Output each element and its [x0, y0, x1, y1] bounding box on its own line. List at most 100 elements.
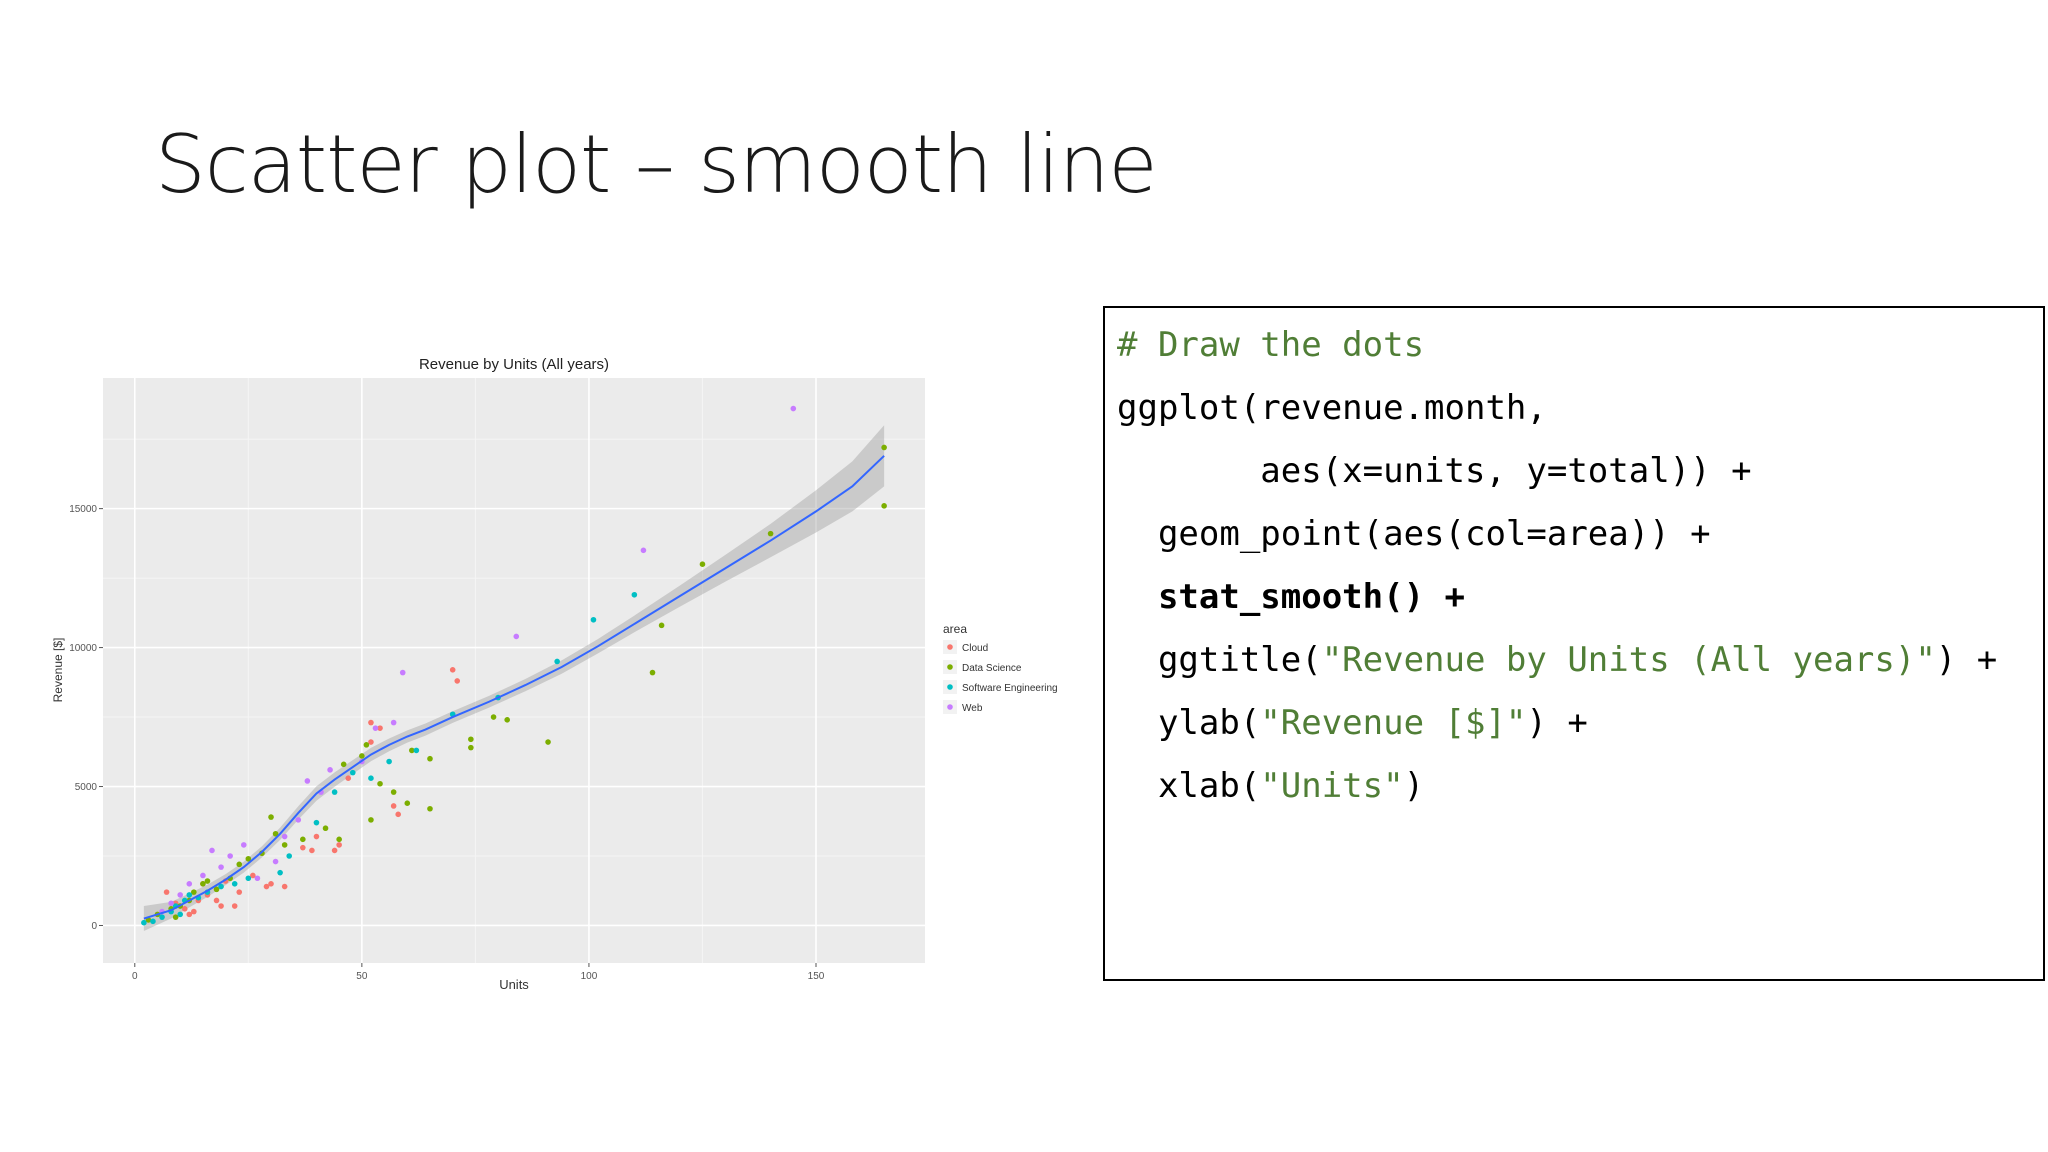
data-point: [790, 405, 797, 412]
code-string: "Units": [1260, 766, 1404, 806]
data-point: [150, 918, 156, 925]
legend-swatch: [947, 644, 953, 650]
data-point: [204, 878, 211, 884]
data-point: [191, 908, 197, 915]
data-point: [322, 825, 329, 832]
data-point: [377, 780, 383, 787]
data-point: [141, 919, 147, 926]
data-point: [386, 758, 392, 765]
smooth-line: [143, 455, 885, 920]
data-point: [336, 836, 342, 843]
legend-title: area: [943, 622, 967, 636]
axis-ticks: 0 50 100 150 0 5000 10000 15000: [69, 504, 825, 982]
code-token: ggplot(revenue.month,: [1117, 388, 1547, 428]
data-point: [236, 889, 243, 895]
code-token: aes(x=units, y=total)) +: [1117, 451, 1752, 491]
data-point: [468, 736, 474, 743]
data-point: [277, 869, 283, 876]
y-axis-label: Revenue [$]: [51, 638, 65, 703]
code-string: "Revenue by Units (All years)": [1321, 640, 1936, 680]
data-point: [172, 914, 179, 920]
chart-title: Revenue by Units (All years): [419, 356, 609, 373]
data-point: [413, 747, 420, 754]
code-token: ): [1403, 766, 1425, 806]
code-line: stat_smooth() +: [1117, 566, 2031, 629]
data-point: [454, 678, 461, 684]
y-tick-label: 10000: [69, 643, 97, 654]
data-point: [268, 814, 274, 820]
data-point: [236, 861, 243, 868]
data-point: [390, 789, 397, 795]
code-token: ) +: [1526, 703, 1588, 743]
data-point: [649, 669, 656, 676]
x-tick-label: 0: [132, 971, 138, 982]
data-point: [272, 858, 279, 865]
code-token: geom_point(aes(col=area)) +: [1117, 514, 1711, 554]
chart-svg: Revenue by Units (All years) 0 50 100 150 0 5…: [51, 356, 1058, 992]
data-point: [177, 892, 184, 898]
data-point: [409, 747, 415, 754]
data-point: [640, 547, 647, 554]
data-point: [218, 883, 224, 890]
data-point: [200, 872, 206, 879]
data-point: [245, 855, 252, 862]
data-point: [881, 503, 887, 509]
data-point: [336, 842, 342, 848]
data-point: [268, 880, 274, 887]
legend-label: Web: [962, 703, 983, 714]
data-point: [340, 761, 347, 768]
data-point: [254, 875, 261, 882]
data-point: [554, 658, 560, 665]
legend-label: Cloud: [962, 643, 988, 654]
data-point: [304, 778, 311, 784]
data-point: [313, 833, 320, 840]
data-point: [250, 872, 256, 879]
code-line: aes(x=units, y=total)) +: [1117, 440, 2031, 503]
data-point: [263, 883, 270, 890]
data-point: [281, 833, 288, 840]
code-token: ggtitle(: [1117, 640, 1322, 680]
data-point: [590, 616, 597, 623]
confidence-ribbon: [143, 425, 885, 932]
code-line: ylab("Revenue [$]") +: [1117, 692, 2031, 755]
grid-lines: [103, 378, 925, 963]
code-string: "Revenue [$]": [1260, 703, 1527, 743]
code-comment: # Draw the dots: [1117, 325, 1425, 365]
data-point: [767, 530, 774, 537]
data-point: [300, 836, 306, 843]
code-line: xlab("Units"): [1117, 755, 2031, 818]
legend-swatch: [947, 684, 953, 690]
data-point: [513, 633, 520, 640]
data-point: [200, 880, 206, 887]
data-point: [345, 775, 352, 781]
data-point: [181, 906, 188, 912]
data-point: [368, 739, 374, 745]
data-point: [186, 911, 193, 918]
data-point: [359, 753, 365, 759]
data-point: [209, 847, 215, 854]
data-point: [159, 914, 165, 920]
code-box: # Draw the dots ggplot(revenue.month, aes…: [1103, 306, 2045, 981]
data-point: [699, 561, 706, 567]
data-point: [545, 739, 551, 745]
x-tick-label: 50: [356, 971, 368, 982]
code-token: xlab(: [1117, 766, 1261, 806]
data-point: [331, 789, 338, 795]
data-point: [191, 889, 197, 895]
data-point: [295, 817, 302, 823]
data-point: [658, 622, 665, 629]
data-point: [309, 847, 315, 854]
data-point: [504, 717, 510, 723]
data-point: [245, 875, 252, 882]
data-point: [390, 719, 397, 726]
data-point: [468, 744, 474, 751]
data-point: [372, 725, 379, 731]
data-point: [281, 842, 288, 848]
data-point: [368, 775, 374, 781]
data-point: [281, 883, 288, 890]
confidence-band: [143, 425, 885, 932]
slide-title: Scatter plot – smooth line: [155, 118, 1158, 211]
data-point: [399, 669, 406, 676]
smooth-line-layer: [143, 455, 885, 920]
data-point: [368, 719, 374, 726]
